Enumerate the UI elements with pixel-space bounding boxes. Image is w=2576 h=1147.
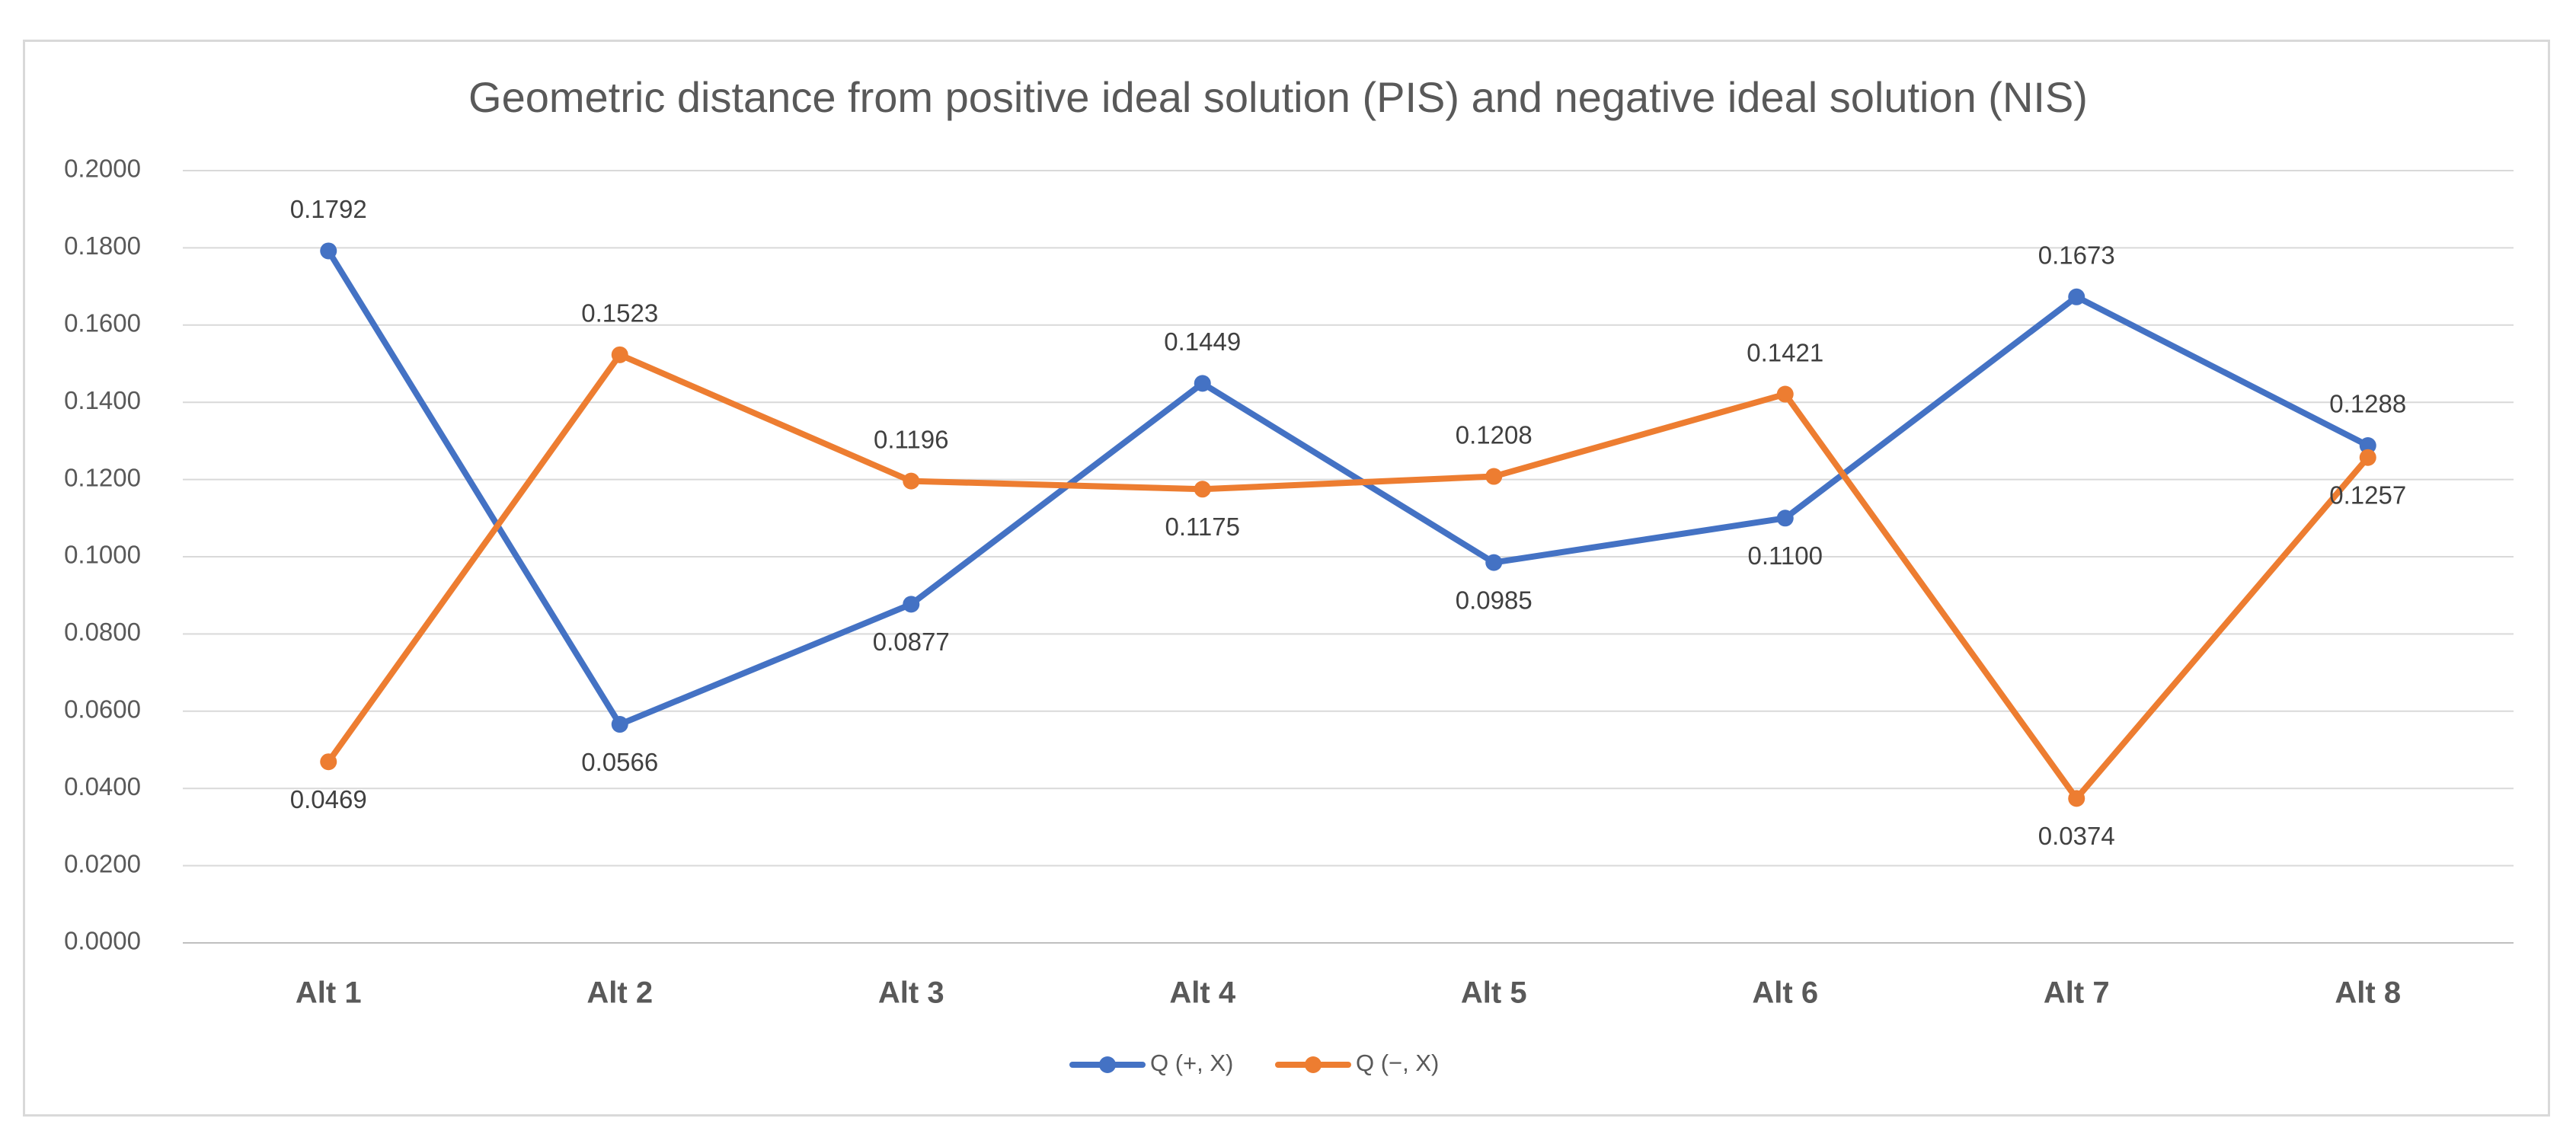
data-label: 0.1792 — [290, 195, 367, 223]
data-point-marker — [320, 753, 337, 771]
y-tick-label: 0.0600 — [64, 695, 141, 724]
gridlines — [183, 170, 2514, 944]
data-point-marker — [1194, 481, 1211, 498]
legend-entry: Q (+, X) — [1069, 1050, 1233, 1076]
data-label: 0.0985 — [1456, 586, 1532, 614]
data-point-marker — [1485, 554, 1503, 571]
data-point-marker — [320, 242, 337, 260]
y-tick-label: 0.1800 — [64, 232, 141, 260]
data-point-marker — [2359, 436, 2376, 454]
y-tick-label: 0.0000 — [64, 927, 141, 955]
x-tick-label: Alt 8 — [2335, 976, 2401, 1010]
x-tick-label: Alt 1 — [296, 976, 362, 1010]
legend-entry: Q (−, X) — [1275, 1050, 1439, 1076]
y-tick-label: 0.1200 — [64, 463, 141, 491]
data-label: 0.1175 — [1165, 513, 1240, 541]
y-tick-label: 0.0200 — [64, 849, 141, 877]
data-point-marker — [2068, 288, 2085, 305]
x-tick-label: Alt 4 — [1169, 976, 1235, 1010]
x-tick-label: Alt 6 — [1752, 976, 1818, 1010]
data-label: 0.1196 — [874, 425, 948, 453]
y-tick-label: 0.0400 — [64, 772, 141, 800]
y-tick-label: 0.0800 — [64, 618, 141, 646]
data-labels: 0.1792 0.0566 0.0877 0.1449 0.0985 0.1100 0.16… — [290, 195, 2406, 850]
x-tick-label: Alt 2 — [586, 976, 653, 1010]
x-tick-label: Alt 3 — [878, 976, 944, 1010]
legend: Q (+, X) Q (−, X) — [1069, 1050, 1439, 1076]
data-label: 0.1100 — [1748, 542, 1823, 570]
data-label: 0.0469 — [290, 785, 367, 813]
data-label: 0.0374 — [2038, 822, 2115, 850]
data-point-marker — [2068, 790, 2085, 807]
legend-swatch-marker — [1099, 1056, 1116, 1073]
series-markers — [320, 242, 2376, 807]
data-point-marker — [1776, 385, 1794, 403]
data-point-marker — [903, 472, 920, 490]
data-label: 0.1673 — [2038, 241, 2115, 270]
data-point-marker — [1485, 468, 1503, 485]
data-label: 0.1288 — [2329, 390, 2406, 418]
legend-label: Q (+, X) — [1150, 1050, 1233, 1076]
data-point-marker — [1194, 375, 1211, 392]
chart-frame — [23, 40, 2550, 1117]
data-point-marker — [2359, 449, 2376, 466]
y-axis-ticks: 0.0000 0.0200 0.0400 0.0600 0.0800 0.1000 0.12… — [64, 155, 141, 955]
legend-label: Q (−, X) — [1356, 1050, 1439, 1076]
y-tick-label: 0.1600 — [64, 309, 141, 337]
data-label: 0.0877 — [873, 628, 950, 656]
x-axis-ticks: Alt 1 Alt 2 Alt 3 Alt 4 Alt 5 Alt 6 Alt 7 Alt 8 — [296, 976, 2401, 1010]
series-line-positive — [325, 248, 2371, 728]
y-tick-label: 0.2000 — [64, 155, 141, 183]
data-label: 0.1421 — [1747, 338, 1823, 366]
chart-title: Geometric distance from positive ideal s… — [468, 73, 2088, 121]
data-label: 0.1523 — [581, 299, 658, 327]
data-point-marker — [611, 716, 628, 733]
y-tick-label: 0.1400 — [64, 386, 141, 414]
data-point-marker — [1776, 510, 1794, 527]
data-label: 0.1449 — [1164, 327, 1241, 356]
data-point-marker — [611, 346, 628, 363]
series-line-negative — [325, 351, 2371, 802]
data-label: 0.0566 — [581, 748, 658, 776]
series-lines — [325, 248, 2371, 802]
data-label: 0.1257 — [2329, 481, 2406, 509]
x-tick-label: Alt 7 — [2044, 976, 2110, 1010]
y-tick-label: 0.1000 — [64, 541, 141, 569]
legend-swatch-marker — [1305, 1056, 1322, 1073]
data-label: 0.1208 — [1456, 420, 1532, 449]
x-tick-label: Alt 5 — [1461, 976, 1527, 1010]
data-point-marker — [903, 596, 920, 613]
